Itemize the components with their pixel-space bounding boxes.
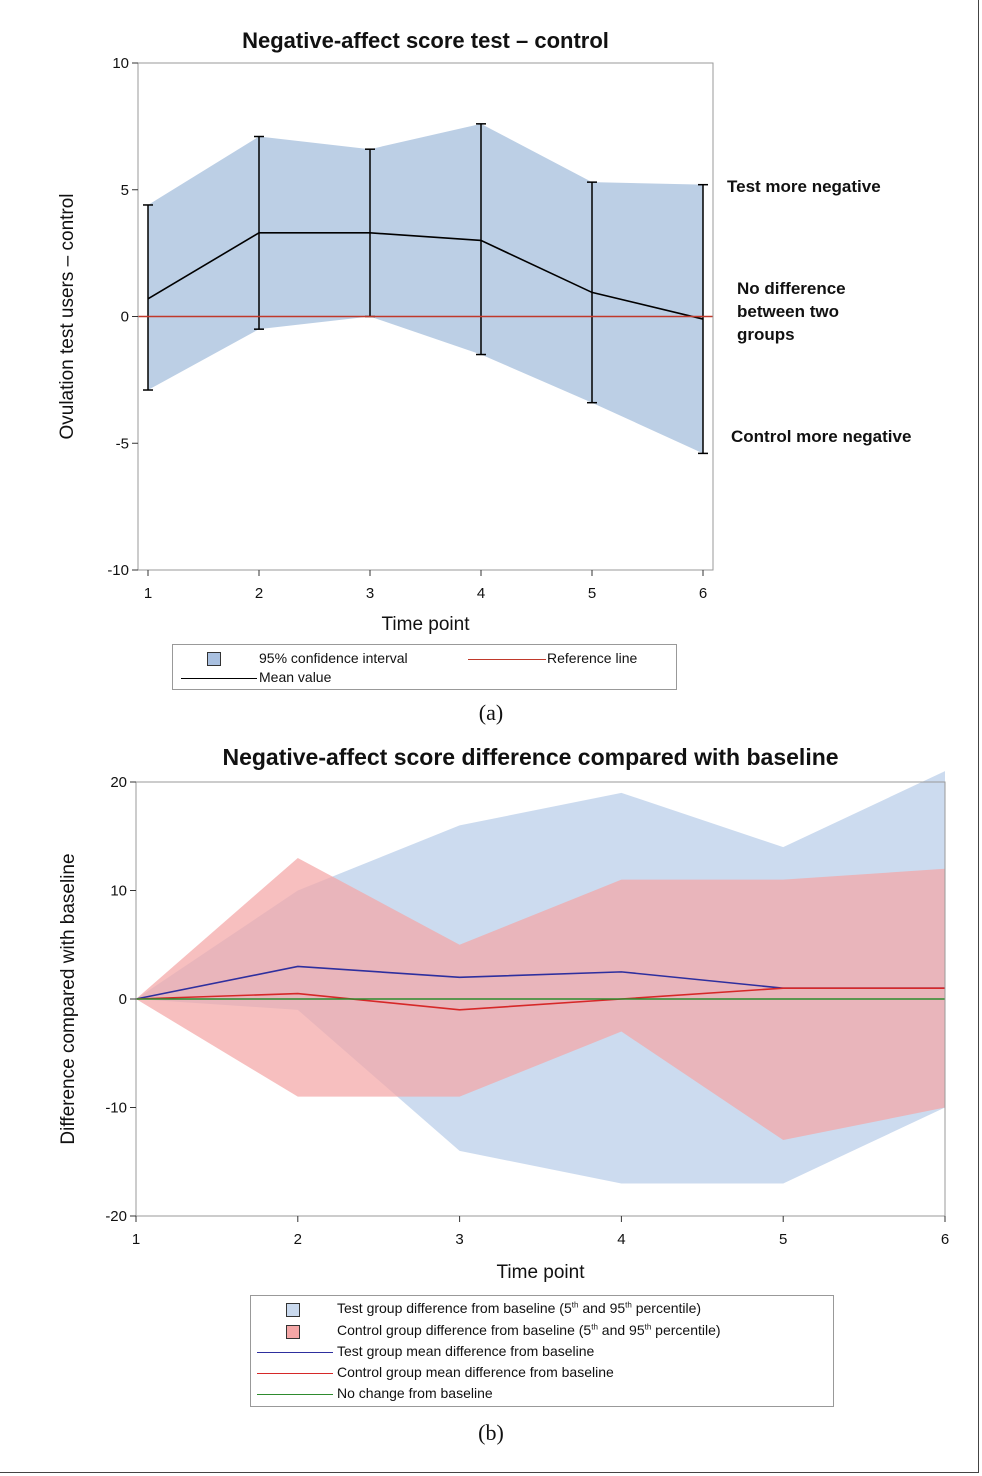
legend-line-mean <box>181 678 257 679</box>
y-tick-label: -5 <box>116 435 129 452</box>
y-tick-label: 10 <box>112 55 129 72</box>
series-line-1-3 <box>135 987 945 1011</box>
x-tick-label: 6 <box>941 1231 949 1248</box>
y-tick-label: 5 <box>121 182 129 199</box>
legend-swatch-test-band <box>286 1303 300 1317</box>
band-0-1 <box>148 123 703 454</box>
x-tick-label: 3 <box>455 1231 463 1248</box>
chart-title: Negative-affect score difference compare… <box>222 744 838 770</box>
x-tick-label: 5 <box>588 585 596 602</box>
legend-label-mean: Mean value <box>259 669 332 685</box>
legend-line-control-mean <box>257 1373 333 1374</box>
y-tick-label: -10 <box>105 1100 127 1117</box>
legend-label-control-mean: Control group mean difference from basel… <box>337 1364 614 1380</box>
legend-label-no-change: No change from baseline <box>337 1385 493 1401</box>
legend-swatch-control-band <box>286 1325 300 1339</box>
y-tick-label: 0 <box>121 309 129 326</box>
series-line-0-0 <box>147 232 704 320</box>
y-axis-label: Difference compared with baseline <box>58 853 79 1144</box>
legend-label-ci: 95% confidence interval <box>259 650 408 666</box>
y-tick-label: -20 <box>105 1208 127 1225</box>
x-tick-label: 1 <box>132 1231 140 1248</box>
y-axis-label: Ovulation test users – control <box>57 193 78 439</box>
annotation-test-more-negative: Test more negative <box>727 177 881 196</box>
x-tick-label: 4 <box>617 1231 625 1248</box>
x-tick-label: 1 <box>144 585 152 602</box>
annotation-control-more-negative: Control more negative <box>731 427 912 446</box>
chart-a: 10 5 0 -5 -10 1 2 3 4 5 6 Negative-affect score tes… <box>57 28 714 635</box>
x-axis-label: Time point <box>497 1262 586 1283</box>
x-tick-label: 6 <box>699 585 707 602</box>
y-tick-label: -10 <box>107 562 129 579</box>
legend-label-control-band: Control group difference from baseline (… <box>337 1322 721 1338</box>
legend-b: Test group difference from baseline (5th… <box>250 1295 834 1407</box>
legend-line-test-mean <box>257 1352 333 1353</box>
x-tick-label: 4 <box>477 585 485 602</box>
y-tick-label: 20 <box>110 774 127 791</box>
legend-label-reference: Reference line <box>547 650 638 666</box>
y-tick-label: 0 <box>119 991 127 1008</box>
x-tick-label: 2 <box>294 1231 302 1248</box>
chart-title: Negative-affect score test – control <box>242 28 609 53</box>
x-axis-label: Time point <box>382 614 471 635</box>
annotation-no-difference: No difference between two groups <box>737 279 846 344</box>
legend-line-reference <box>468 659 546 660</box>
caption-a: (a) <box>478 700 504 725</box>
x-tick-label: 5 <box>779 1231 787 1248</box>
y-tick-label: 10 <box>110 883 127 900</box>
legend-line-no-change <box>257 1394 333 1395</box>
caption-b: (b) <box>478 1420 504 1445</box>
legend-a: 95% confidence interval Reference line M… <box>172 644 677 690</box>
legend-label-test-band: Test group difference from baseline (5th… <box>337 1300 702 1316</box>
x-tick-label: 3 <box>366 585 374 602</box>
x-tick-label: 2 <box>255 585 263 602</box>
legend-label-test-mean: Test group mean difference from baseline <box>337 1343 595 1359</box>
legend-swatch-ci <box>207 652 221 666</box>
